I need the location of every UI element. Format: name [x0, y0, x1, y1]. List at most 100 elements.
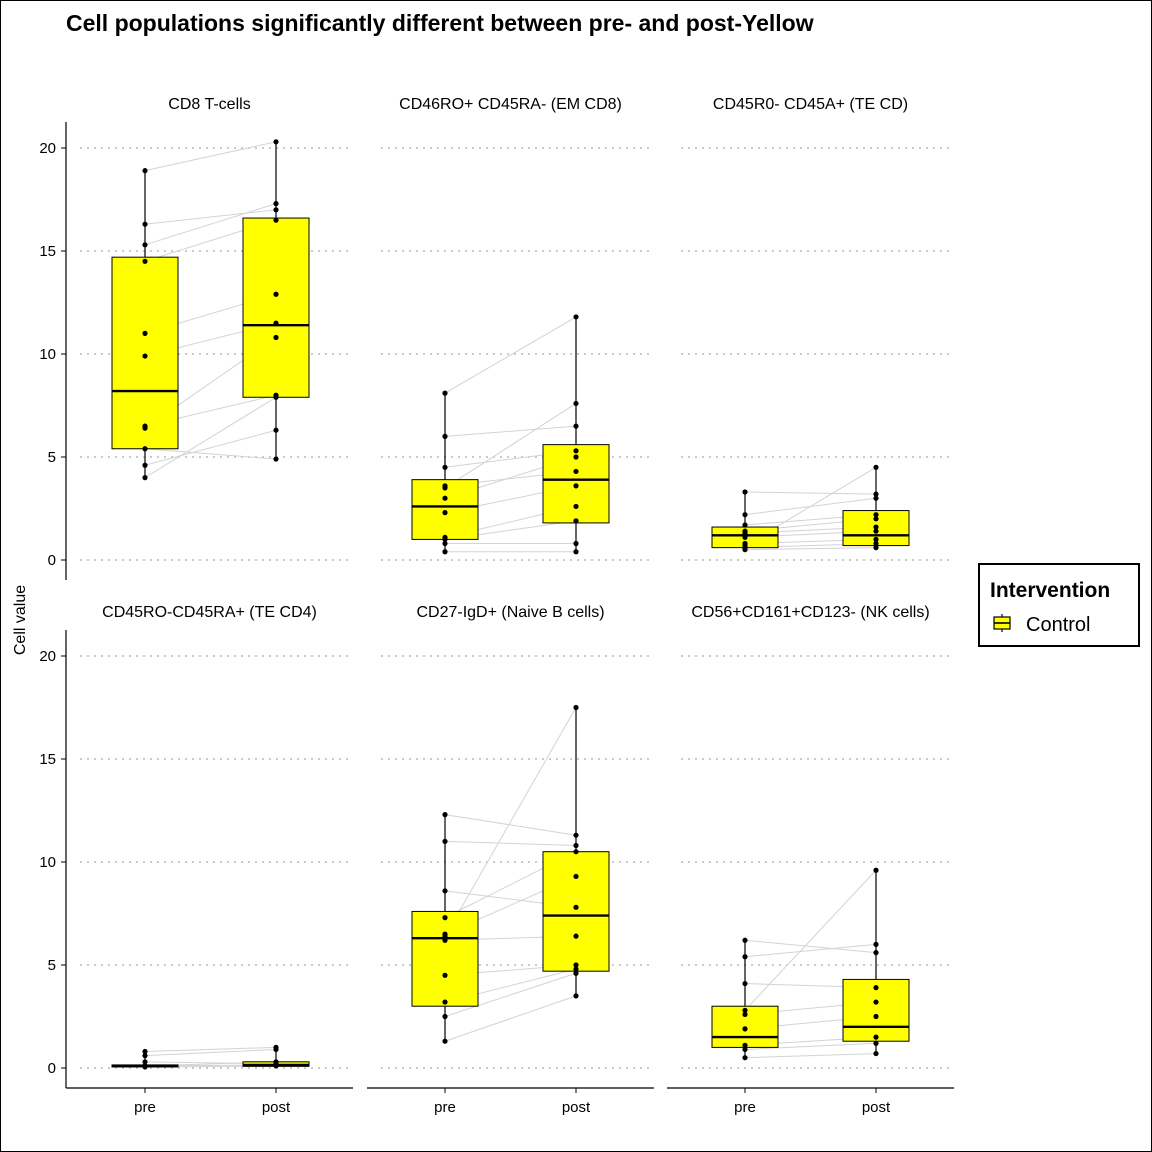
data-point [442, 433, 448, 439]
data-point [442, 888, 448, 894]
data-point [442, 915, 448, 921]
paired-line [444, 403, 577, 489]
data-point [142, 423, 148, 429]
data-point [142, 1053, 148, 1059]
facet-strip-label: CD8 T-cells [168, 96, 250, 113]
data-point [873, 999, 879, 1005]
data-point [742, 954, 748, 960]
data-point [273, 207, 279, 213]
box-post [542, 316, 610, 552]
y-tick-label: 15 [39, 751, 56, 768]
data-point [873, 540, 879, 547]
data-point [273, 456, 279, 462]
data-point [573, 314, 579, 320]
paired-line [144, 141, 277, 172]
paired-line [444, 995, 577, 1042]
data-point [142, 353, 148, 359]
box-post [842, 870, 910, 1054]
data-point [142, 1059, 148, 1065]
data-point [142, 462, 148, 468]
legend: Intervention Control [978, 563, 1140, 647]
facet-panel: CD56+CD161+CD123- (NK cells) pre post [667, 604, 954, 1116]
data-point [742, 1042, 748, 1048]
data-point [273, 427, 279, 433]
data-point [142, 221, 148, 227]
data-point [442, 510, 448, 516]
data-point [742, 1007, 748, 1013]
y-tick-label: 5 [48, 449, 56, 466]
y-tick-label: 0 [48, 1060, 56, 1077]
data-point [873, 491, 879, 497]
paired-line [144, 396, 277, 479]
paired-line [744, 491, 877, 495]
data-point [873, 985, 879, 991]
data-point [442, 390, 448, 396]
data-point [442, 1038, 448, 1044]
box-pre [111, 170, 179, 478]
data-point [142, 1063, 148, 1069]
paired-line [444, 425, 577, 437]
y-tick-label: 10 [39, 854, 56, 871]
data-point [742, 980, 748, 987]
data-point [273, 320, 279, 326]
y-tick-label: 0 [48, 552, 56, 569]
box-post [542, 707, 610, 996]
paired-line [744, 939, 877, 954]
legend-box [978, 563, 1140, 647]
x-tick-label: post [262, 1099, 291, 1116]
data-point [873, 536, 879, 543]
data-point [442, 534, 448, 540]
data-point [873, 941, 879, 948]
data-point [742, 522, 748, 528]
data-point [273, 201, 279, 207]
data-point [142, 475, 148, 481]
paired-line [444, 814, 577, 836]
facet-strip-label: CD46RO+ CD45RA- (EM CD8) [399, 96, 622, 113]
data-point [573, 849, 579, 855]
paired-line [144, 1048, 277, 1057]
paired-line [744, 943, 877, 958]
y-tick-label: 15 [39, 243, 56, 260]
data-point [442, 999, 448, 1005]
facet-panel: CD27-IgD+ (Naive B cells) pre post [367, 604, 654, 1116]
data-point [442, 485, 448, 491]
data-point [273, 334, 279, 341]
data-point [142, 168, 148, 174]
y-tick-label: 10 [39, 346, 56, 363]
facet-panel: CD46RO+ CD45RA- (EM CD8) [381, 96, 649, 561]
facet-panel: CD45R0- CD45A+ (TE CD) [681, 96, 949, 561]
data-point [573, 423, 579, 429]
paired-line [144, 203, 277, 246]
paired-line [744, 1053, 877, 1059]
data-point [873, 528, 879, 534]
data-point [573, 468, 579, 475]
data-point [873, 950, 879, 956]
paired-line [444, 316, 577, 394]
data-point [142, 258, 148, 264]
y-axis-label: Cell value [12, 585, 29, 655]
box-body [111, 256, 179, 450]
data-point [873, 1050, 879, 1057]
data-point [742, 528, 748, 534]
data-point [742, 1046, 748, 1053]
data-point [573, 483, 579, 489]
data-point [742, 542, 748, 549]
facet-strip-label: CD45R0- CD45A+ (TE CD) [713, 96, 908, 113]
y-tick-label: 20 [39, 140, 56, 157]
data-point [573, 873, 579, 880]
paired-line [444, 840, 577, 847]
paired-line [444, 707, 577, 937]
data-point [573, 842, 579, 849]
data-point [142, 1048, 148, 1055]
facet-panel: CD8 T-cells 0 5 10 15 20 [39, 96, 348, 580]
data-point [573, 503, 579, 510]
data-point [442, 812, 448, 818]
facet-strip-label: CD45RO-CD45RA+ (TE CD4) [102, 604, 317, 621]
data-point [442, 972, 448, 978]
data-point [442, 464, 448, 470]
data-point [742, 534, 748, 540]
data-point [873, 1040, 879, 1046]
paired-line [744, 869, 877, 1011]
data-point [742, 937, 748, 943]
data-point [742, 1055, 748, 1061]
